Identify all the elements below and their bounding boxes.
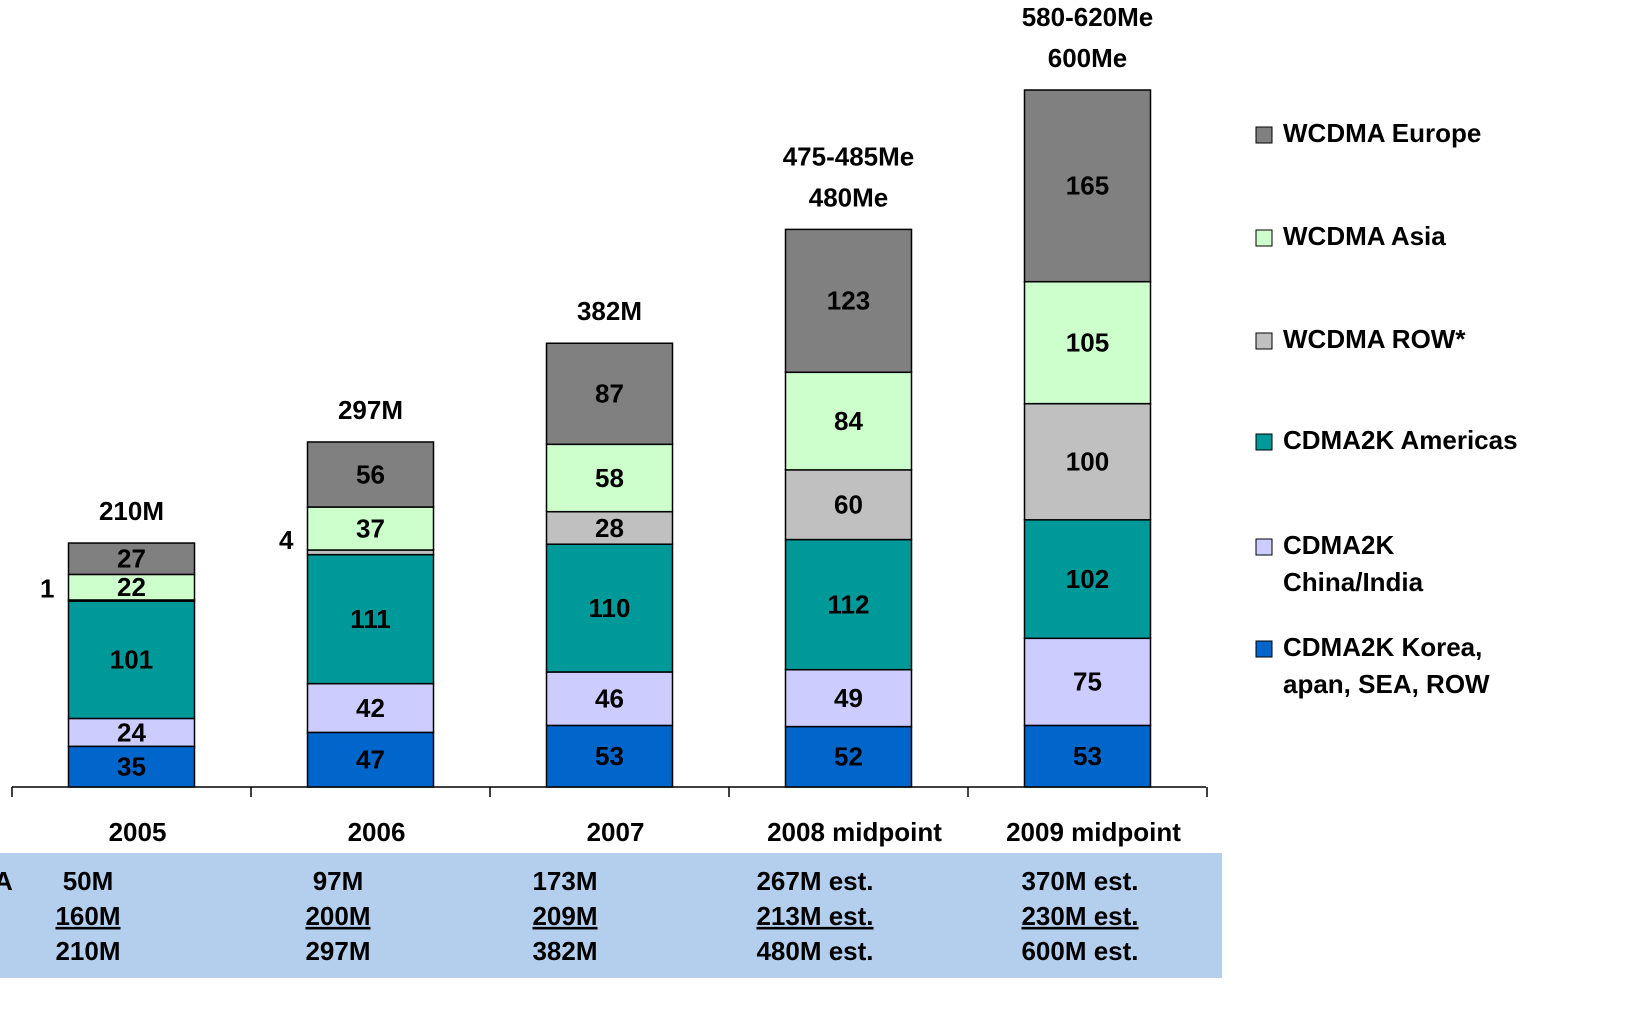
- legend-label: CDMA2K Korea, apan, SEA, ROW: [1283, 632, 1490, 699]
- legend-swatch: [1255, 332, 1273, 350]
- bar-segment: [1023, 402, 1152, 521]
- bar-segment: [784, 668, 913, 728]
- value-label: 123: [827, 286, 870, 316]
- bar-segment: [306, 682, 435, 734]
- x-tick-label: 2007: [587, 817, 645, 847]
- legend-swatch: [1255, 229, 1273, 247]
- value-label: 112: [828, 589, 870, 619]
- value-label: 101: [110, 645, 153, 675]
- total-label: 600Me: [1048, 43, 1128, 73]
- value-label: 111: [350, 604, 391, 634]
- value-label: 27: [117, 544, 146, 574]
- bar-segment: [545, 543, 674, 673]
- value-label: 52: [834, 742, 863, 772]
- legend-label: CDMA2K Americas: [1283, 425, 1518, 455]
- bar-segment: [67, 542, 196, 576]
- bar-segment: [1023, 89, 1152, 283]
- table-cell: 200M: [305, 901, 370, 931]
- total-label: 210M: [99, 496, 164, 526]
- bar-segment: [784, 725, 913, 788]
- table-cell: 50M: [63, 866, 114, 896]
- bar-segment: [784, 228, 913, 374]
- table-cell: 173M: [532, 866, 597, 896]
- table-band: [0, 853, 1222, 978]
- value-label: 35: [117, 752, 146, 782]
- table-cell: 209M: [532, 901, 597, 931]
- value-label: 165: [1066, 171, 1109, 201]
- bar-segment: [1023, 724, 1152, 788]
- value-label: 24: [117, 717, 146, 747]
- value-label: 53: [595, 741, 624, 771]
- bar-segment: [306, 731, 435, 788]
- legend-label: WCDMA Asia: [1283, 221, 1446, 251]
- x-tick-label: 2008 midpoint: [767, 817, 942, 847]
- bar-segment: [1023, 519, 1152, 640]
- value-label: 58: [595, 463, 624, 493]
- bar-segment: [545, 724, 674, 788]
- bar-segment: [784, 371, 913, 471]
- table-cell: 370M est.: [1021, 866, 1138, 896]
- bar-segment: [545, 342, 674, 446]
- value-label: 47: [356, 745, 385, 775]
- table-cell: 382M: [532, 936, 597, 966]
- table-cell: 213M est.: [756, 901, 873, 931]
- bar-segment: [545, 510, 674, 545]
- total-label: 297M: [338, 395, 403, 425]
- bar-segment: [1023, 280, 1152, 405]
- total-label: 580-620Me: [1022, 2, 1154, 32]
- value-label: 100: [1066, 447, 1109, 477]
- table-cell: 297M: [305, 936, 370, 966]
- value-label: 60: [834, 490, 863, 520]
- bar-segment: [784, 538, 913, 671]
- table-cell: 230M est.: [1021, 901, 1138, 931]
- legend-label: WCDMA ROW*: [1283, 324, 1466, 354]
- table-row-label: A: [0, 866, 13, 896]
- table-cell: 97M: [313, 866, 364, 896]
- legend-swatch: [1255, 640, 1273, 658]
- x-tick-label: 2009 midpoint: [1006, 817, 1181, 847]
- legend-label: CDMA2K China/India: [1283, 530, 1424, 597]
- table-cell: 267M est.: [756, 866, 873, 896]
- value-label: 84: [834, 406, 863, 436]
- bar-segment: [545, 443, 674, 513]
- value-label: 46: [595, 684, 624, 714]
- table-cell: 210M: [55, 936, 120, 966]
- total-label: 475-485Me: [783, 141, 915, 171]
- value-label: 75: [1073, 667, 1102, 697]
- value-label: 1: [40, 573, 54, 603]
- legend-label: WCDMA Europe: [1283, 118, 1481, 148]
- value-label: 110: [589, 593, 631, 623]
- value-label: 4: [279, 525, 294, 555]
- total-label: 480Me: [809, 182, 889, 212]
- legend-swatch: [1255, 126, 1273, 144]
- value-label: 28: [595, 513, 624, 543]
- value-label: 42: [356, 693, 385, 723]
- table-cell: 160M: [55, 901, 120, 931]
- value-label: 53: [1073, 741, 1102, 771]
- value-label: 102: [1066, 564, 1109, 594]
- value-label: 87: [595, 379, 624, 409]
- bar-segment: [67, 573, 196, 601]
- value-label: 56: [356, 459, 385, 489]
- bar-segment: [67, 600, 196, 720]
- value-label: 49: [834, 683, 863, 713]
- value-label: 105: [1066, 328, 1109, 358]
- x-tick-label: 2006: [348, 817, 406, 847]
- table-cell: 480M est.: [756, 936, 873, 966]
- total-label: 382M: [577, 296, 642, 326]
- x-tick-label: 2005: [109, 817, 167, 847]
- table-cell: 600M est.: [1021, 936, 1138, 966]
- bar-segment: [306, 441, 435, 508]
- legend-swatch: [1255, 433, 1273, 451]
- value-label: 37: [356, 513, 385, 543]
- bar-segment: [784, 469, 913, 541]
- value-label: 22: [117, 572, 146, 602]
- bar-segment: [306, 506, 435, 551]
- bar-segment: [1023, 637, 1152, 727]
- legend-swatch: [1255, 538, 1273, 556]
